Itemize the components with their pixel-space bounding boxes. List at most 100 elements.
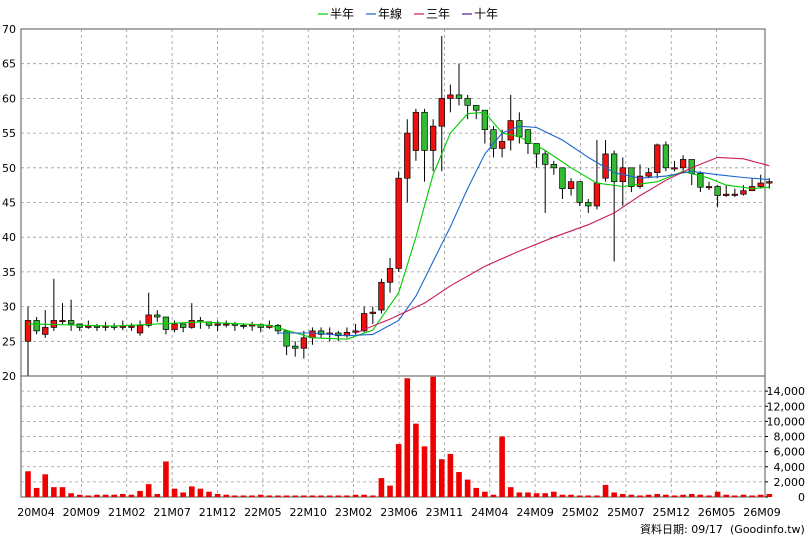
- x-tick-label: 23M11: [426, 506, 464, 519]
- candle-body: [378, 281, 385, 311]
- volume-bar: [723, 494, 730, 497]
- x-tick-label: 23M06: [380, 506, 418, 519]
- volume-bar: [516, 492, 523, 497]
- volume-bar: [309, 495, 316, 497]
- volume-bar: [499, 436, 505, 497]
- price-tick-label: 25: [2, 335, 16, 348]
- volume-bar: [628, 494, 635, 497]
- volume-bar: [421, 446, 428, 497]
- volume-grid: [21, 376, 765, 497]
- volume-bar: [240, 495, 247, 497]
- candle-body: [679, 159, 687, 169]
- candle-body: [136, 324, 144, 334]
- volume-bar: [456, 472, 462, 497]
- volume-bar: [59, 487, 66, 497]
- candle-body: [740, 190, 747, 195]
- volume-bar: [576, 495, 583, 497]
- volume-bars: [25, 376, 773, 497]
- x-tick-label: 20M04: [17, 506, 55, 519]
- price-tick-label: 35: [2, 266, 16, 279]
- volume-tick-label: 12,000: [767, 400, 806, 413]
- price-axis: 20 25 30 35 40 45 50 55 60 65 70: [2, 23, 16, 383]
- moving-average-lines: [27, 111, 770, 340]
- x-tick-label: 22M05: [244, 506, 282, 519]
- volume-bar: [223, 494, 230, 497]
- candle-body: [473, 104, 480, 111]
- x-tick-label: 24M09: [516, 506, 554, 519]
- volume-bar: [482, 491, 488, 497]
- volume-bar: [145, 484, 152, 497]
- volume-bar: [438, 459, 445, 497]
- volume-bar: [85, 495, 92, 497]
- volume-tick-label: 6,000: [774, 446, 806, 459]
- candle-body: [447, 94, 454, 99]
- volume-bar: [663, 494, 669, 497]
- volume-bar: [395, 444, 402, 497]
- volume-bar: [585, 495, 592, 497]
- volume-bar: [447, 453, 454, 497]
- volume-bar: [619, 493, 626, 497]
- volume-bar: [507, 487, 514, 497]
- volume-bar: [464, 479, 471, 497]
- candle-body: [361, 313, 368, 332]
- legend-label-1: 年線: [378, 6, 402, 21]
- candle-body: [533, 143, 540, 155]
- candle-body: [766, 181, 773, 184]
- candle-body: [412, 111, 420, 151]
- volume-bar: [645, 494, 652, 497]
- candle-body: [524, 129, 532, 144]
- x-tick-label: 20M09: [63, 506, 101, 519]
- volume-bar: [370, 495, 376, 497]
- candle-body: [42, 327, 49, 335]
- volume-bar: [301, 495, 307, 497]
- volume-bar: [473, 487, 480, 497]
- ma-line-半年: [27, 111, 770, 340]
- volume-bar: [188, 486, 195, 497]
- volume-tick-label: 14,000: [767, 385, 806, 398]
- x-tick-label: 21M02: [108, 506, 146, 519]
- x-tick-label: 25M07: [607, 506, 645, 519]
- price-tick-label: 50: [2, 162, 16, 175]
- legend-label-2: 三年: [426, 7, 450, 21]
- source-site-label: (Goodinfo.tw): [730, 523, 805, 536]
- x-axis: 20M04 20M09 21M02 21M07 21M12 22M05 22M10 23M02…: [17, 506, 781, 519]
- candle-body: [714, 186, 721, 196]
- candle-body: [59, 320, 66, 323]
- volume-bar: [671, 495, 678, 497]
- candle-body: [705, 186, 713, 189]
- volume-bar: [602, 484, 609, 497]
- volume-bar: [344, 495, 350, 497]
- candle-body: [300, 337, 307, 349]
- legend-label-0: 半年: [330, 7, 354, 21]
- volume-bar: [292, 495, 299, 497]
- volume-panel: 0 2,000 4,000 6,000 8,000 10,000 12,000 14,000: [20, 375, 805, 504]
- volume-bar: [732, 495, 738, 497]
- volume-axis: 0 2,000 4,000 6,000 8,000 10,000 12,000 14,000: [765, 385, 805, 504]
- volume-bar: [111, 494, 117, 497]
- candle-body: [429, 125, 437, 151]
- volume-bar: [180, 492, 186, 497]
- x-tick-label: 25M12: [653, 506, 691, 519]
- price-tick-label: 20: [2, 370, 16, 383]
- candles: [24, 35, 773, 376]
- candle-body: [67, 320, 75, 325]
- x-tick-label: 24M04: [471, 506, 509, 519]
- candle-body: [404, 132, 411, 179]
- volume-bar: [697, 494, 704, 497]
- volume-bar: [766, 493, 773, 497]
- candle-body: [723, 193, 730, 196]
- volume-bar: [525, 492, 531, 497]
- candle-body: [550, 163, 557, 169]
- candle-body: [24, 320, 32, 342]
- volume-bar: [378, 478, 385, 497]
- candle-body: [662, 144, 670, 169]
- volume-bar: [51, 487, 57, 497]
- candle-body: [567, 181, 575, 189]
- volume-bar: [326, 495, 333, 497]
- volume-bar: [257, 494, 264, 497]
- volume-bar: [206, 491, 212, 497]
- volume-bar: [94, 494, 100, 497]
- candle-body: [395, 177, 402, 269]
- candle-body: [421, 111, 428, 151]
